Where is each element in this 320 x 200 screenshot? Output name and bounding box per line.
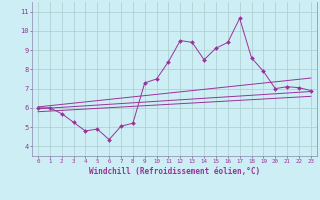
X-axis label: Windchill (Refroidissement éolien,°C): Windchill (Refroidissement éolien,°C) [89,167,260,176]
